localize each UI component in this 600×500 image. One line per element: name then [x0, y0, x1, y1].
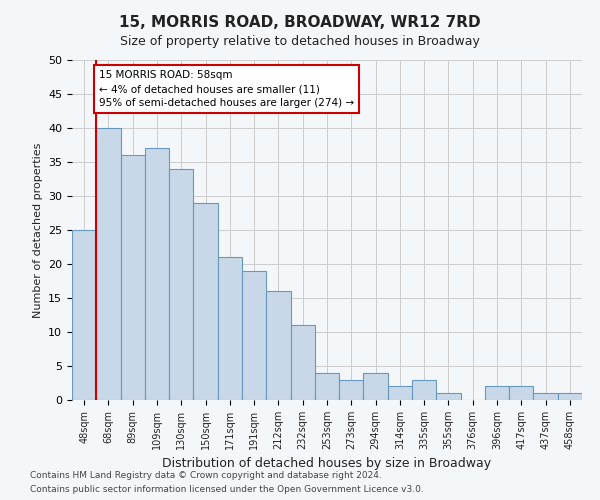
- Bar: [533, 393, 558, 400]
- Bar: [290, 325, 315, 400]
- Bar: [145, 148, 169, 400]
- Bar: [72, 230, 96, 400]
- Bar: [388, 386, 412, 400]
- Text: 15, MORRIS ROAD, BROADWAY, WR12 7RD: 15, MORRIS ROAD, BROADWAY, WR12 7RD: [119, 15, 481, 30]
- Text: 15 MORRIS ROAD: 58sqm
← 4% of detached houses are smaller (11)
95% of semi-detac: 15 MORRIS ROAD: 58sqm ← 4% of detached h…: [99, 70, 354, 108]
- Bar: [242, 271, 266, 400]
- Text: Contains public sector information licensed under the Open Government Licence v3: Contains public sector information licen…: [30, 486, 424, 494]
- Bar: [436, 393, 461, 400]
- Bar: [412, 380, 436, 400]
- X-axis label: Distribution of detached houses by size in Broadway: Distribution of detached houses by size …: [163, 458, 491, 470]
- Bar: [509, 386, 533, 400]
- Y-axis label: Number of detached properties: Number of detached properties: [32, 142, 43, 318]
- Bar: [364, 373, 388, 400]
- Bar: [121, 155, 145, 400]
- Bar: [96, 128, 121, 400]
- Bar: [339, 380, 364, 400]
- Text: Size of property relative to detached houses in Broadway: Size of property relative to detached ho…: [120, 35, 480, 48]
- Text: Contains HM Land Registry data © Crown copyright and database right 2024.: Contains HM Land Registry data © Crown c…: [30, 470, 382, 480]
- Bar: [485, 386, 509, 400]
- Bar: [266, 291, 290, 400]
- Bar: [193, 203, 218, 400]
- Bar: [558, 393, 582, 400]
- Bar: [218, 257, 242, 400]
- Bar: [169, 169, 193, 400]
- Bar: [315, 373, 339, 400]
